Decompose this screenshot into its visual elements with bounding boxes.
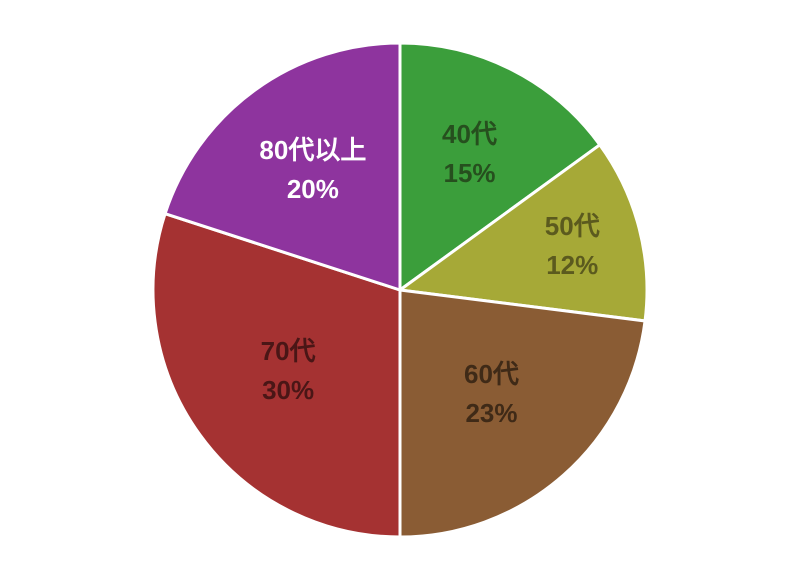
slice-label: 40代15% xyxy=(442,115,497,193)
slice-name: 70代 xyxy=(261,332,316,371)
slice-label: 80代以上20% xyxy=(259,131,366,209)
slice-percent: 23% xyxy=(464,394,519,433)
slice-label: 70代30% xyxy=(261,332,316,410)
chart-container: 40代15% 50代12% 60代23% 70代30% 80代以上20% xyxy=(0,0,800,579)
pie-slice xyxy=(400,290,645,537)
slice-name: 50代 xyxy=(545,207,600,246)
slice-percent: 30% xyxy=(261,371,316,410)
slice-label: 60代23% xyxy=(464,355,519,433)
slice-name: 40代 xyxy=(442,115,497,154)
pie-chart xyxy=(0,0,800,579)
slice-percent: 15% xyxy=(442,154,497,193)
slice-percent: 20% xyxy=(259,170,366,209)
slice-name: 80代以上 xyxy=(259,131,366,170)
slice-label: 50代12% xyxy=(545,207,600,285)
slice-percent: 12% xyxy=(545,246,600,285)
slice-name: 60代 xyxy=(464,355,519,394)
